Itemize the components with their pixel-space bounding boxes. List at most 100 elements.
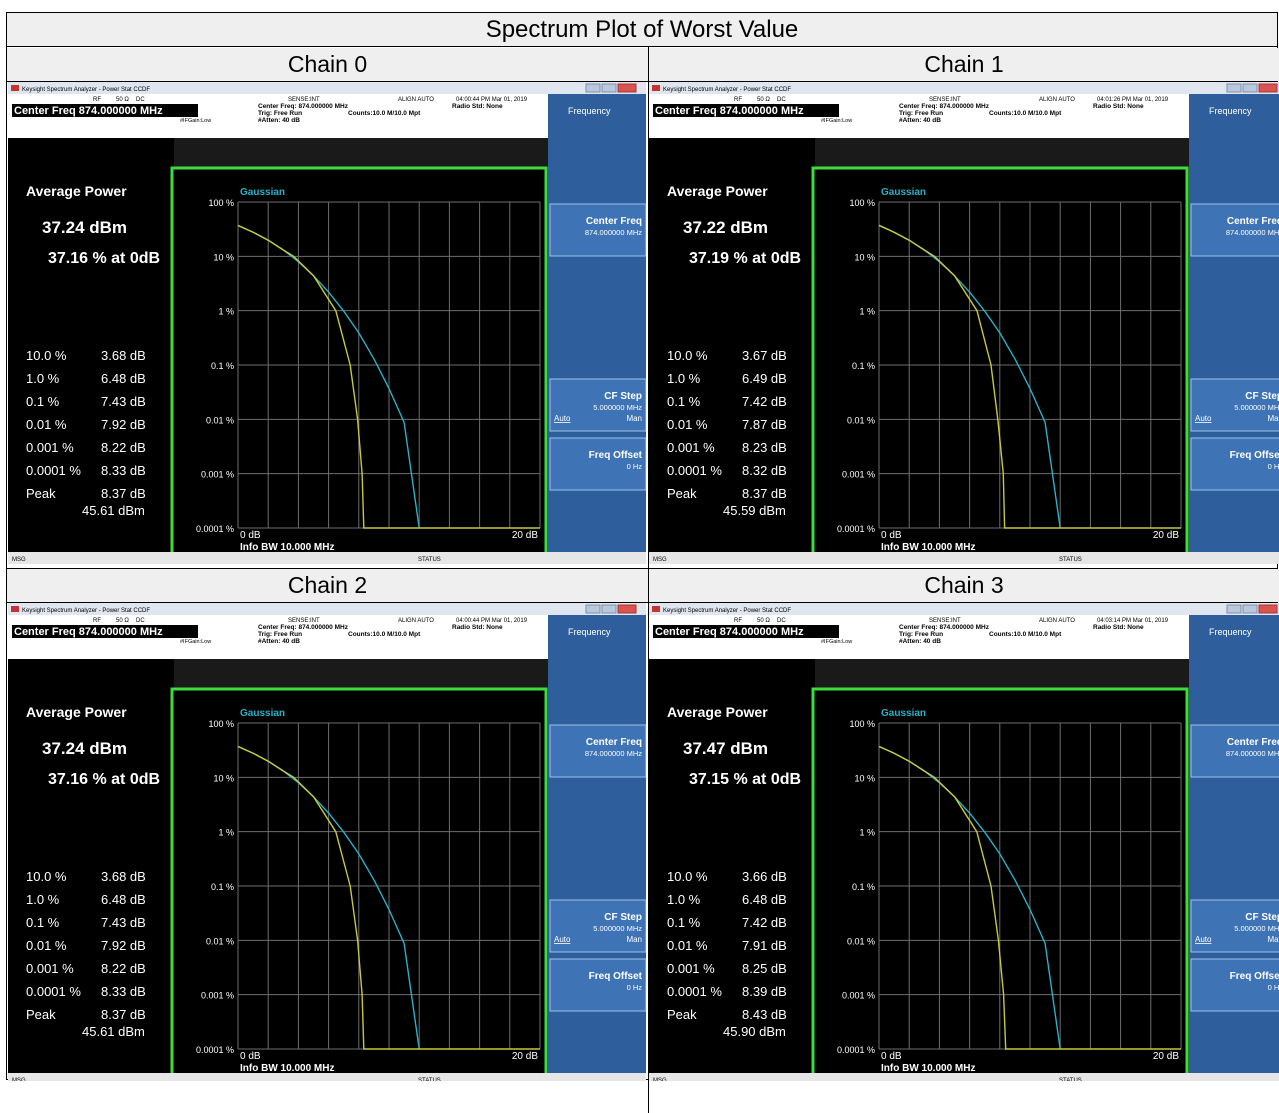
radio-std-setting: Radio Std: None [452, 103, 503, 110]
y-tick-label: 0.1 % [211, 361, 234, 371]
radio-std-setting: Radio Std: None [1093, 624, 1144, 631]
man-option[interactable]: Man [626, 414, 642, 423]
maximize-button[interactable] [601, 83, 617, 93]
cf-step-softkey[interactable] [549, 899, 646, 953]
minimize-button[interactable] [585, 604, 601, 614]
softkey-label: Center Freq [586, 737, 642, 748]
y-tick-label: 1 % [218, 307, 234, 317]
radio-std-setting: Radio Std: None [1093, 103, 1144, 110]
cf-step-softkey[interactable] [549, 378, 646, 432]
freq-offset-softkey[interactable] [549, 437, 646, 491]
menu-title: Frequency [568, 627, 611, 637]
impedance-label: 50 Ω [757, 618, 770, 624]
app-icon [11, 606, 19, 612]
ccdf-row-value: 8.25 dB [742, 961, 787, 976]
man-option[interactable]: Man [1267, 414, 1279, 423]
impedance-label: 50 Ω [116, 97, 129, 103]
x-start-label: 0 dB [240, 1051, 261, 1062]
percent-at-0db: 37.16 % at 0dB [48, 250, 160, 267]
avg-power-value: 37.24 dBm [42, 218, 127, 237]
freq-offset-softkey[interactable] [549, 958, 646, 1012]
softkey-value: 874.000000 MHz [585, 749, 642, 758]
status-label: STATUS [1059, 1078, 1082, 1081]
auto-option[interactable]: Auto [1195, 414, 1212, 423]
center-freq-setting: Center Freq: 874.000000 MHz [899, 103, 990, 110]
align-label: ALIGN AUTO [1039, 97, 1075, 103]
timestamp: 04:00:44 PM Mar 01, 2019 [456, 97, 528, 103]
y-tick-label: 0.01 % [206, 415, 234, 425]
close-button[interactable] [617, 604, 637, 614]
title-bar [649, 82, 1279, 94]
avg-power-value: 37.22 dBm [683, 218, 768, 237]
ccdf-row-value: 7.42 dB [742, 394, 787, 409]
minimize-button[interactable] [1226, 83, 1242, 93]
percent-at-0db: 37.15 % at 0dB [689, 771, 801, 788]
window-title: Keysight Spectrum Analyzer - Power Stat … [22, 87, 150, 93]
freq-offset-softkey[interactable] [1190, 958, 1279, 1012]
maximize-button[interactable] [1242, 604, 1258, 614]
ccdf-row-label: 0.01 % [26, 938, 67, 953]
cf-step-softkey[interactable] [1190, 378, 1279, 432]
status-label: STATUS [1059, 557, 1082, 563]
man-option[interactable]: Man [1267, 935, 1279, 944]
sense-label: SENSE:INT [929, 97, 961, 103]
y-tick-label: 0.001 % [842, 991, 875, 1001]
softkey-label: Freq Offset [1230, 971, 1279, 982]
auto-option[interactable]: Auto [1195, 935, 1212, 944]
softkey-value: 0 Hz [627, 462, 643, 471]
softkey-value: 874.000000 MHz [1226, 228, 1279, 237]
freq-offset-softkey[interactable] [1190, 437, 1279, 491]
ccdf-row-value: 7.92 dB [101, 938, 146, 953]
center-freq-readout: Center Freq 874.000000 MHz [14, 105, 163, 117]
ccdf-row-label: 1.0 % [667, 371, 701, 386]
peak-power-value: 45.90 dBm [723, 1024, 786, 1039]
impedance-label: 50 Ω [757, 97, 770, 103]
ccdf-row-value: 3.68 dB [101, 869, 146, 884]
coupling-label: DC [777, 618, 786, 624]
softkey-value: 874.000000 MHz [585, 228, 642, 237]
auto-option[interactable]: Auto [554, 414, 571, 423]
msg-label: MSG [12, 1078, 26, 1081]
cf-step-softkey[interactable] [1190, 899, 1279, 953]
center-freq-softkey[interactable] [549, 724, 646, 778]
close-button[interactable] [1258, 604, 1278, 614]
auto-option[interactable]: Auto [554, 935, 571, 944]
y-tick-label: 0.0001 % [837, 1045, 875, 1055]
softkey-label: Center Freq [1227, 216, 1279, 227]
peak-power-value: 45.61 dBm [82, 503, 145, 518]
close-button[interactable] [617, 83, 637, 93]
ccdf-row-value: 8.22 dB [101, 440, 146, 455]
avg-power-label: Average Power [26, 183, 127, 199]
minimize-button[interactable] [585, 83, 601, 93]
status-strip [649, 1073, 1279, 1081]
ccdf-row-label: 10.0 % [667, 348, 708, 363]
ccdf-row-label: 1.0 % [667, 892, 701, 907]
man-option[interactable]: Man [626, 935, 642, 944]
ccdf-row-label: Peak [26, 486, 56, 501]
center-freq-softkey[interactable] [549, 203, 646, 257]
app-icon [652, 85, 660, 91]
ccdf-row-value: 8.32 dB [742, 463, 787, 478]
softkey-value: 5.000000 MHz [593, 924, 642, 933]
maximize-button[interactable] [601, 604, 617, 614]
center-freq-softkey[interactable] [1190, 724, 1279, 778]
minimize-button[interactable] [1226, 604, 1242, 614]
center-freq-softkey[interactable] [1190, 203, 1279, 257]
ccdf-row-value: 3.66 dB [742, 869, 787, 884]
ifgain-setting: #IFGain:Low [821, 639, 852, 645]
softkey-label: Freq Offset [589, 450, 643, 461]
measured-ccdf-curve [237, 224, 540, 529]
maximize-button[interactable] [1242, 83, 1258, 93]
y-tick-label: 100 % [849, 719, 875, 729]
legend-gaussian: Gaussian [881, 187, 926, 198]
softkey-value: 5.000000 MHz [1234, 403, 1279, 412]
readout-area [649, 659, 815, 1073]
close-button[interactable] [1258, 83, 1278, 93]
center-freq-box [653, 625, 839, 638]
softkey-label: Freq Offset [589, 971, 643, 982]
analyzer-screen: Keysight Spectrum Analyzer - Power Stat … [649, 603, 1279, 1081]
y-tick-label: 0.01 % [847, 936, 875, 946]
trigger-setting: Trig: Free Run [899, 631, 943, 638]
divider [7, 81, 1277, 82]
ccdf-row-label: 0.001 % [26, 440, 74, 455]
